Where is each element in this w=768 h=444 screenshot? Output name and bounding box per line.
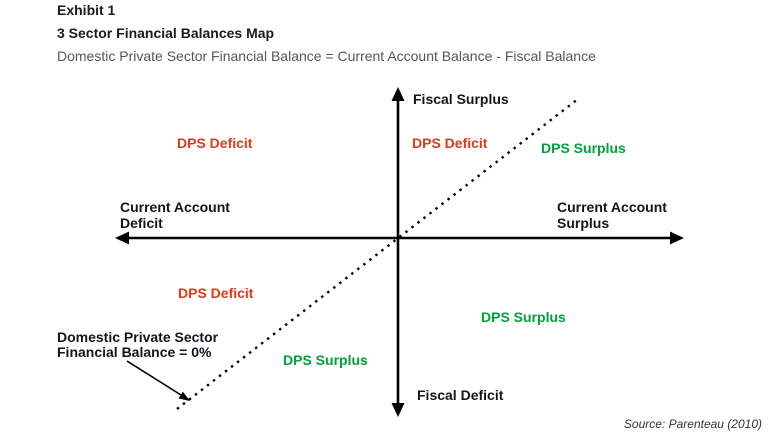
y-axis-bottom-arrowhead-icon [391,403,405,417]
y-axis-bottom-label: Fiscal Deficit [417,387,504,403]
reference-line-annotation-line2: Financial Balance = 0% [57,344,212,360]
x-axis-right-label: Current Account Surplus [557,199,667,231]
x-axis-right-arrowhead-icon [670,231,684,245]
region-label-upper-right: DPS Surplus [541,140,626,156]
x-axis-left-label: Current Account Deficit [120,199,230,231]
figure-title: 3 Sector Financial Balances Map [57,25,275,41]
x-axis-left-label-line2: Deficit [120,215,163,231]
reference-line-annotation-line1: Domestic Private Sector [57,329,219,345]
exhibit-label: Exhibit 1 [57,2,116,18]
source-note: Source: Parenteau (2010) [623,417,762,431]
annotation-arrow-line [126,360,182,396]
region-label-lower-left: DPS Deficit [178,285,254,301]
region-label-upper-center: DPS Deficit [412,135,488,151]
annotation-arrowhead-icon [178,391,190,401]
dps-zero-reference-line [176,98,579,410]
reference-line-annotation: Domestic Private Sector Financial Balanc… [57,330,218,360]
x-axis-right-label-line2: Surplus [557,215,610,231]
region-label-upper-left: DPS Deficit [177,135,253,151]
y-axis-top-arrowhead-icon [391,87,405,101]
x-axis-left-label-line1: Current Account [120,199,230,215]
y-axis-top-label: Fiscal Surplus [413,91,509,107]
figure-subtitle: Domestic Private Sector Financial Balanc… [57,48,596,64]
region-label-lower-center: DPS Surplus [283,352,368,368]
region-label-lower-right: DPS Surplus [481,309,566,325]
x-axis-right-label-line1: Current Account [557,199,667,215]
x-axis-left-arrowhead-icon [115,231,129,245]
